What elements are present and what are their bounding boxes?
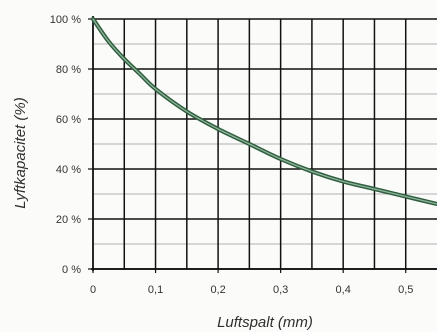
- y-tick-label: 0 %: [62, 264, 81, 276]
- tick-labels: 0 % 20 % 40 % 60 % 80 % 100 % 0 0,1 0,2 0,3 0,4 0,5: [50, 14, 414, 296]
- x-tick-label: 0,4: [336, 284, 351, 296]
- series-line-highlight: [92, 18, 437, 205]
- y-tick-label: 40 %: [56, 164, 81, 176]
- y-tick-label: 20 %: [56, 214, 81, 226]
- y-tick-label: 80 %: [56, 64, 81, 76]
- grid: [88, 16, 437, 273]
- y-tick-label: 100 %: [50, 14, 81, 26]
- x-tick-label: 0,3: [273, 284, 288, 296]
- x-tick-label: 0: [90, 284, 96, 296]
- y-axis-title: Lyftkapacitet (%): [12, 97, 29, 208]
- x-tick-label: 0,2: [210, 284, 225, 296]
- series-line: [90, 16, 437, 207]
- series-layer: [90, 16, 437, 207]
- x-axis-title: Luftspalt (mm): [217, 314, 313, 331]
- x-tick-label: 0,5: [398, 284, 413, 296]
- y-tick-label: 60 %: [56, 114, 81, 126]
- x-tick-label: 0,1: [148, 284, 163, 296]
